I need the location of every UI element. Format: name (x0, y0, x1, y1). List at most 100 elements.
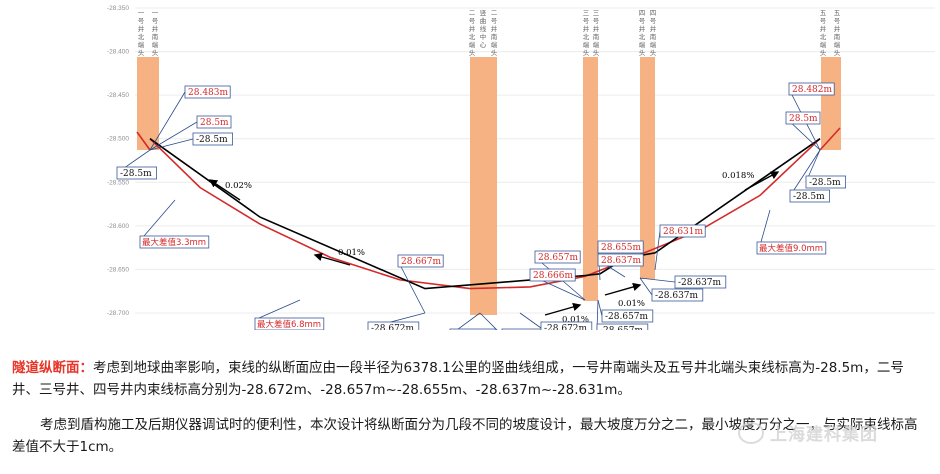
shaft-label-char: 井 (834, 24, 841, 33)
elevation-label-box (184, 85, 231, 99)
elevation-label: 28.657m (538, 253, 578, 263)
shaft-label-char: 号 (593, 17, 600, 25)
elevation-label-box (785, 111, 821, 125)
elevation-label: 28.5m (789, 114, 818, 124)
slope-label: 0.01% (338, 248, 365, 258)
maxdiff-leader (258, 299, 301, 319)
maxdiff-label: 最大差值6.8mm (257, 319, 321, 330)
shaft-label-char: 号 (491, 17, 498, 25)
shaft-label-char: 号 (639, 17, 646, 25)
slope-arrows: 0.02% 0.01% 0.01% 0.01% 0.018% (208, 171, 780, 325)
shaft-label-char: 端 (639, 40, 646, 49)
shaft-label-char: 井 (469, 24, 476, 33)
shaft-label-char: 井 (820, 24, 827, 33)
shaft-label-char: 井 (583, 24, 590, 33)
shaft-label-char: 四 (650, 9, 657, 17)
shaft-label-char: 头 (650, 48, 657, 57)
elevation-label-box (805, 175, 846, 189)
shaft-label-char: 一 (152, 9, 159, 17)
elevation-label: 28.655m (601, 243, 641, 253)
section-heading: 隧道纵断面： (12, 360, 93, 376)
shaft-label-char: 号 (834, 17, 841, 25)
slope-arrow (744, 171, 780, 191)
elevation-label: -28.5m (196, 135, 228, 145)
elevation-label-box (651, 288, 704, 302)
elevation-label: 28.5m (200, 118, 229, 128)
shaft-label-char: 三 (583, 9, 590, 17)
shaft-label-char: 北 (583, 33, 590, 41)
wechat-icon (738, 421, 764, 444)
shaft-label-char: 号 (138, 17, 145, 25)
shaft-label-char: 线 (480, 24, 487, 33)
leader-line (597, 299, 603, 317)
watermark: 上海建科集团 (738, 420, 878, 445)
shaft-label-char: 井 (152, 24, 159, 33)
description-paragraph-1: 隧道纵断面：考虑到地球曲率影响，束线的纵断面应由一段半径为6378.1公里的竖曲… (12, 357, 930, 401)
elevation-label-box (501, 328, 548, 330)
shaft-label-char: 井 (593, 24, 600, 33)
elevation-label-box (789, 189, 830, 203)
shaft-label-char: 井 (491, 24, 498, 33)
slope-label: 0.01% (618, 299, 645, 309)
y-tick-label: -28.450 (107, 92, 129, 99)
elevation-label: -28.672m (371, 324, 415, 330)
shaft-label-char: 三 (593, 9, 600, 17)
maxdiff-label: 最大差值3.3mm (142, 237, 206, 248)
maxdiff-box (254, 317, 325, 330)
shaft-label-char: 南 (152, 32, 159, 41)
shaft-label-char: 头 (491, 48, 498, 57)
y-tick-label: -28.650 (107, 266, 129, 273)
elevation-label-box (659, 224, 706, 238)
shaft-label-char: 二 (491, 9, 498, 17)
shaft-label-char: 南 (834, 32, 841, 41)
elevation-label: -28.637m (655, 291, 699, 301)
elevation-label: -28.672m (544, 324, 588, 330)
maxdiff-leader (143, 199, 176, 237)
leader-line (149, 138, 194, 151)
grid-lines (135, 7, 935, 314)
shaft-label-char: 头 (152, 48, 159, 57)
shaft-label-char: 中 (480, 32, 487, 41)
leader-line (639, 277, 653, 296)
shaft-label-char: 头 (469, 48, 476, 57)
leader-line (654, 230, 661, 271)
shaft-label-char: 井 (138, 24, 145, 33)
elevation-label: -28.657m (605, 312, 649, 322)
elevation-label-box (192, 132, 233, 146)
shaft-label-char: 端 (820, 40, 827, 49)
elevation-label: 28.631m (663, 227, 703, 237)
shaft-label-char: 五 (820, 9, 827, 17)
shaft-label-char: 心 (480, 41, 487, 49)
elevation-label: -28.5m (120, 169, 152, 179)
leader-line (397, 260, 426, 314)
shaft-rect (821, 57, 841, 150)
elevation-label: -28.5m (793, 192, 825, 202)
shaft-rect (583, 57, 598, 301)
slope-label: 0.01% (562, 315, 589, 325)
elevation-label-box (367, 321, 420, 330)
shaft-label-char: 头 (583, 48, 590, 57)
slope-label: 0.02% (225, 181, 252, 191)
elevation-label-box (674, 275, 727, 289)
elevation-label-box (540, 321, 593, 330)
shaft-label-char: 头 (639, 48, 646, 57)
slope-arrow (313, 252, 351, 266)
elevation-label: 28.483m (188, 88, 228, 98)
elevation-label: 28.666m (533, 271, 573, 281)
shaft-rect (640, 57, 655, 279)
shaft-label-char: 南 (593, 32, 600, 41)
y-tick-label: -28.350 (107, 5, 129, 12)
shaft-label-char: 端 (152, 40, 159, 49)
longitudinal-profile-chart: -28.350 -28.400 -28.450 -28.500 -28.550 -28.6… (107, 5, 935, 330)
elevation-label-box (116, 166, 157, 180)
shaft-label-char: 号 (152, 17, 159, 25)
shaft-label-char: 北 (469, 33, 476, 41)
shaft-label-char: 端 (834, 40, 841, 49)
shaft-label-char: 号 (650, 17, 657, 25)
leader-line (789, 149, 821, 197)
shaft-label-char: 头 (593, 48, 600, 57)
elevation-label: -28.637m (678, 278, 722, 288)
maxdiff-box (139, 235, 210, 249)
slope-arrow (544, 302, 582, 316)
shaft-label-char: 号 (583, 17, 590, 25)
